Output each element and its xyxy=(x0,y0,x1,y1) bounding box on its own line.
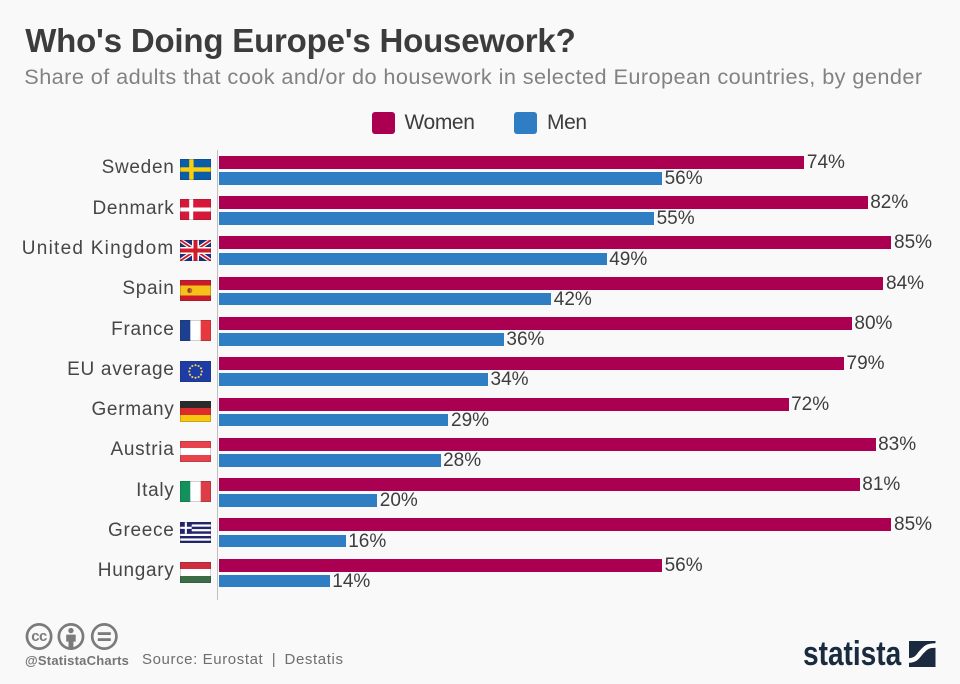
svg-text:cc: cc xyxy=(31,628,47,645)
